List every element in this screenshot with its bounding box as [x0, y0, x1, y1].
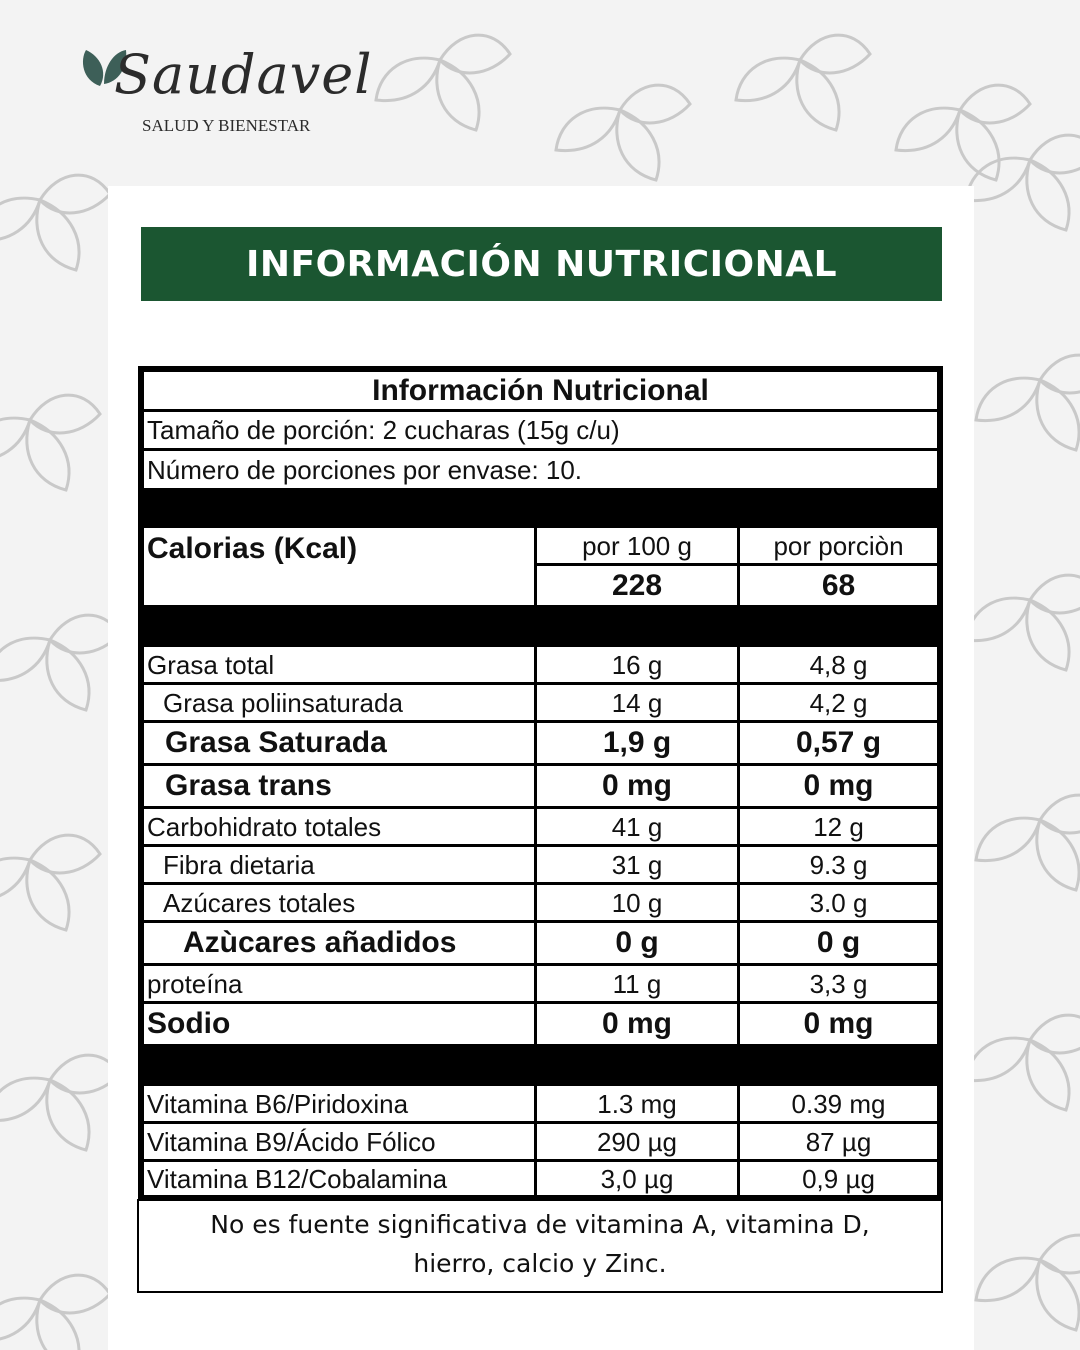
nutrient-label: Grasa Saturada	[144, 723, 534, 763]
vitamin-per-100g: 3,0 µg	[537, 1162, 737, 1195]
nutrient-per-serving: 4,8 g	[740, 647, 937, 682]
vitamin-per-100g: 1.3 mg	[537, 1086, 737, 1121]
serving-size: Tamaño de porción: 2 cucharas (15g c/u)	[144, 412, 937, 448]
nutrient-label: Carbohidrato totales	[144, 809, 534, 844]
nutrient-per-100g: 16 g	[537, 647, 737, 682]
nutrient-per-serving: 9.3 g	[740, 847, 937, 882]
nutrient-per-100g: 31 g	[537, 847, 737, 882]
nutrient-label: Grasa trans	[144, 766, 534, 806]
nutrient-label: Azùcares añadidos	[144, 923, 534, 963]
nutrient-label: Grasa poliinsaturada	[144, 685, 534, 720]
logo-leaf-icon	[82, 50, 127, 86]
vitamin-per-serving: 0,9 µg	[740, 1162, 937, 1195]
col-header-per-100g: por 100 g	[537, 528, 737, 563]
nutrient-per-100g: 1,9 g	[537, 723, 737, 763]
footnote: No es fuente significativa de vitamina A…	[137, 1199, 943, 1293]
nutrient-label: proteína	[144, 966, 534, 1001]
brand-logo: Saudavel SALUD Y BIENESTAR	[80, 46, 371, 146]
nutrition-table: Información Nutricional Tamaño de porció…	[138, 366, 943, 1199]
nutrient-label: Azúcares totales	[144, 885, 534, 920]
nutrient-per-serving: 3.0 g	[740, 885, 937, 920]
nutrient-label: Fibra dietaria	[144, 847, 534, 882]
footnote-line-1: No es fuente significativa de vitamina A…	[210, 1210, 870, 1239]
nutrient-per-100g: 10 g	[537, 885, 737, 920]
vitamin-per-serving: 0.39 mg	[740, 1086, 937, 1121]
nutrient-per-100g: 0 mg	[537, 1004, 737, 1044]
nutrient-label: Sodio	[144, 1004, 534, 1044]
table-title: Información Nutricional	[144, 372, 937, 409]
nutrient-per-serving: 0 mg	[740, 766, 937, 806]
calories-per-100g: 228	[537, 566, 737, 605]
nutrient-per-100g: 14 g	[537, 685, 737, 720]
calories-label: Calorias (Kcal)	[144, 528, 534, 605]
nutrient-per-serving: 0 mg	[740, 1004, 937, 1044]
nutrient-per-serving: 0,57 g	[740, 723, 937, 763]
servings-per-container: Número de porciones por envase: 10.	[144, 451, 937, 488]
nutrient-per-serving: 3,3 g	[740, 966, 937, 1001]
nutrient-per-100g: 0 g	[537, 923, 737, 963]
nutrient-per-100g: 11 g	[537, 966, 737, 1001]
nutrient-per-serving: 12 g	[740, 809, 937, 844]
vitamin-per-100g: 290 µg	[537, 1124, 737, 1159]
brand-name: Saudavel	[114, 43, 373, 106]
page-title-banner: INFORMACIÓN NUTRICIONAL	[141, 227, 942, 301]
vitamin-label: Vitamina B6/Piridoxina	[144, 1086, 534, 1121]
nutrient-per-100g: 0 mg	[537, 766, 737, 806]
nutrient-per-serving: 0 g	[740, 923, 937, 963]
vitamin-per-serving: 87 µg	[740, 1124, 937, 1159]
vitamin-label: Vitamina B9/Ácido Fólico	[144, 1124, 534, 1159]
brand-tagline: SALUD Y BIENESTAR	[142, 116, 311, 135]
calories-per-serving: 68	[740, 566, 937, 605]
nutrient-per-100g: 41 g	[537, 809, 737, 844]
col-header-per-serving: por porciòn	[740, 528, 937, 563]
nutrient-label: Grasa total	[144, 647, 534, 682]
nutrient-per-serving: 4,2 g	[740, 685, 937, 720]
footnote-line-2: hierro, calcio y Zinc.	[413, 1249, 667, 1278]
vitamin-label: Vitamina B12/Cobalamina	[144, 1162, 534, 1195]
